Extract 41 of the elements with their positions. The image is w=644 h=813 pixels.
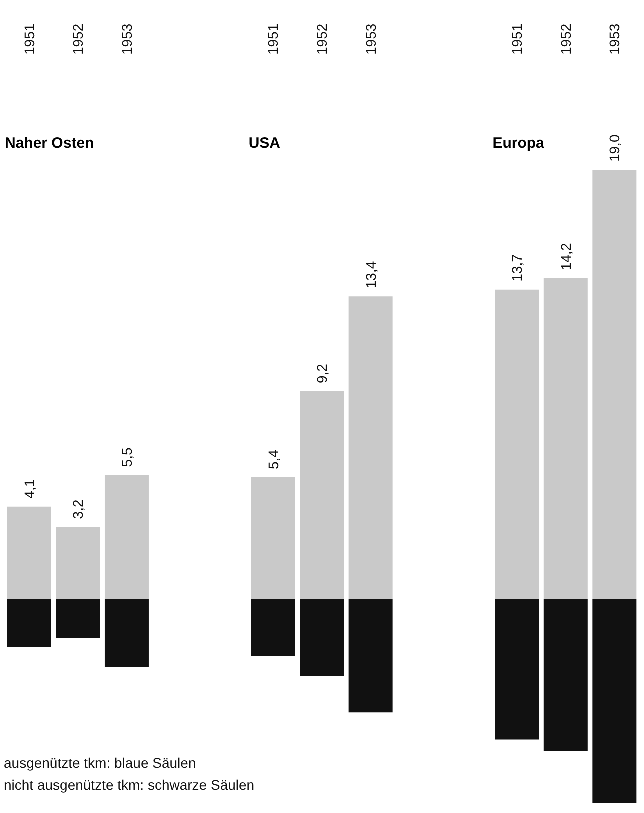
x-tick-label: 1952 — [558, 24, 574, 55]
bar — [592, 170, 637, 600]
text: Europa — [492, 135, 544, 152]
bar — [300, 392, 344, 600]
bar — [348, 296, 393, 600]
data-label: 5,4 — [265, 450, 282, 470]
x-tick-label: 1952 — [70, 24, 86, 55]
data-label: 13,7 — [509, 254, 526, 282]
bar — [7, 600, 52, 648]
annotation: ausgenützte tkm: blaue Säulen — [4, 754, 198, 773]
bar — [104, 475, 149, 600]
x-tick-label: 1953 — [606, 24, 623, 55]
data-label: 13,4 — [362, 261, 379, 289]
bar — [300, 600, 344, 676]
bar — [251, 600, 296, 656]
bar — [7, 506, 52, 600]
data-label: 9,2 — [314, 364, 330, 384]
bar — [544, 278, 588, 600]
x-tick-label: 1951 — [509, 24, 526, 55]
text: Naher Osten — [5, 135, 94, 152]
x-tick-label: 1951 — [265, 24, 282, 55]
data-label: 19,0 — [606, 134, 623, 162]
annotation: nicht ausgenützte tkm: schwarze Säulen — [4, 776, 255, 795]
bar — [56, 527, 100, 600]
data-label: 3,2 — [70, 500, 86, 520]
data-label: 4,1 — [21, 479, 38, 499]
data-label: 5,5 — [118, 448, 135, 468]
bar — [544, 600, 588, 752]
x-tick-label: 1951 — [21, 24, 38, 55]
bar — [495, 290, 540, 600]
bar — [251, 477, 296, 600]
bar — [56, 600, 100, 638]
x-tick-label: 1953 — [362, 24, 379, 55]
x-tick-label: 1952 — [314, 24, 330, 55]
text: USA — [248, 135, 281, 152]
bar — [348, 600, 393, 713]
data-label: 14,2 — [558, 243, 574, 271]
bar — [495, 600, 540, 740]
bar — [592, 600, 637, 803]
bar — [104, 600, 149, 668]
x-tick-label: 1953 — [118, 24, 135, 55]
